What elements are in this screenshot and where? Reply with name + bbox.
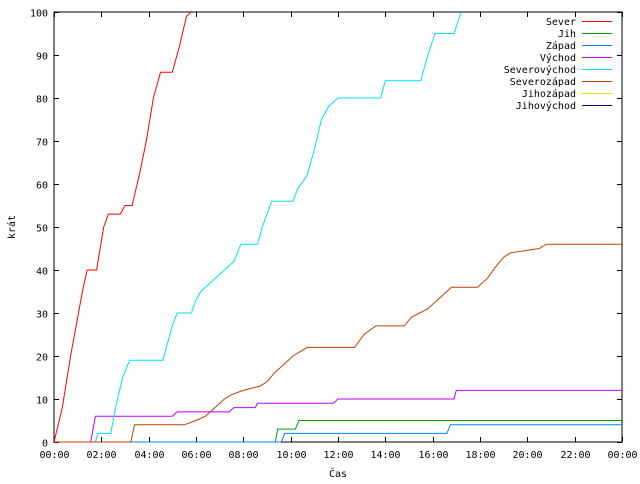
x-tick-label: 04:00 [134, 450, 164, 461]
y-tick-label: 0 [42, 439, 48, 450]
y-tick-label: 90 [36, 52, 48, 63]
y-tick-label: 100 [30, 9, 48, 20]
y-tick-label: 10 [36, 396, 48, 407]
x-tick-label: 16:00 [418, 450, 448, 461]
x-tick-label: 20:00 [512, 450, 542, 461]
x-tick-label: 18:00 [465, 450, 495, 461]
legend: SeverJihZápadVýchodSeverovýchodSeverozáp… [504, 17, 612, 112]
legend-label: Východ [540, 52, 576, 64]
y-tick-label: 80 [36, 95, 48, 106]
series-line-3 [54, 424, 622, 443]
legend-label: Jihovýchod [516, 100, 576, 112]
x-tick-label: 02:00 [86, 450, 116, 461]
legend-label: Severovýchod [504, 64, 576, 76]
x-tick-label: 22:00 [560, 450, 590, 461]
legend-label: Západ [546, 40, 576, 52]
x-tick-label: 00:00 [607, 450, 637, 461]
series-line-1 [54, 12, 192, 443]
y-tick-label: 40 [36, 267, 48, 278]
y-tick-label: 30 [36, 310, 48, 321]
y-tick-label: 50 [36, 224, 48, 235]
series-lines [54, 12, 622, 443]
series-line-4 [54, 389, 622, 443]
y-tick-label: 60 [36, 181, 48, 192]
x-tick-label: 12:00 [323, 450, 353, 461]
series-line-6 [54, 243, 622, 443]
y-tick-label: 20 [36, 353, 48, 364]
x-axis-label: Čas [329, 467, 347, 480]
x-tick-label: 06:00 [181, 450, 211, 461]
series-line-5 [54, 12, 462, 443]
x-tick-label: 08:00 [228, 450, 258, 461]
x-tick-label: 14:00 [370, 450, 400, 461]
legend-label: Jihozápad [522, 88, 576, 100]
legend-label: Jih [558, 29, 576, 40]
axes: 0 10 20 30 40 50 60 70 80 90 100 00:00 02:00 04:00 06:… [30, 9, 638, 462]
legend-label: Severozápad [510, 76, 576, 88]
y-axis-label: krát [6, 215, 18, 239]
y-tick-label: 70 [36, 138, 48, 149]
x-tick-label: 10:00 [276, 450, 306, 461]
legend-label: Sever [546, 17, 576, 28]
x-tick-label: 00:00 [39, 450, 69, 461]
